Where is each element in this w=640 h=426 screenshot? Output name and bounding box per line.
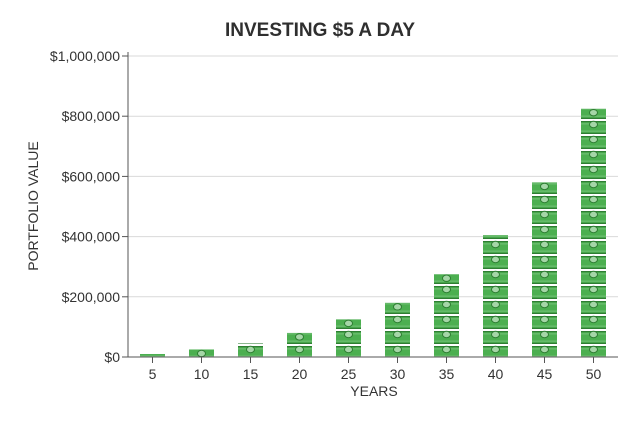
- x-tick-label: 40: [488, 366, 504, 382]
- bill-seal: [393, 303, 402, 311]
- bill-seal: [540, 330, 549, 339]
- x-axis-title: YEARS: [350, 383, 397, 399]
- x-tick-label: 35: [439, 366, 455, 382]
- bill-seal: [295, 345, 304, 354]
- bill-seal: [540, 225, 549, 234]
- bill-seal: [491, 240, 500, 249]
- x-tick-label: 25: [341, 366, 357, 382]
- bill-seal: [589, 165, 598, 174]
- bill-seal: [540, 210, 549, 219]
- bill-seal: [589, 240, 598, 249]
- bill-seal: [540, 300, 549, 309]
- bar: [532, 182, 557, 357]
- axes: $0 $200,000 $400,000 $600,000 $800,000 $1,000…: [50, 48, 618, 382]
- bill-seal: [393, 345, 402, 354]
- bars: [140, 108, 606, 358]
- bill-seal: [589, 210, 598, 219]
- bill-seal: [540, 182, 549, 191]
- bill-seal: [540, 285, 549, 294]
- x-tick-label: 30: [390, 366, 406, 382]
- bill-seal: [589, 285, 598, 294]
- bill-seal: [491, 255, 500, 264]
- bill-seal: [589, 270, 598, 279]
- bar: [483, 235, 508, 357]
- bill-seal: [589, 300, 598, 309]
- bill-seal: [491, 330, 500, 339]
- bill-seal: [442, 274, 451, 282]
- y-tick-label: $0: [104, 349, 120, 365]
- bill-seal: [442, 315, 451, 324]
- bill-seal: [589, 135, 598, 144]
- bar: [385, 302, 410, 357]
- bill-seal: [589, 195, 598, 204]
- bill-seal: [540, 195, 549, 204]
- bill-seal: [491, 270, 500, 279]
- bill-seal: [540, 345, 549, 354]
- bill-seal: [589, 330, 598, 339]
- bar: [336, 319, 361, 357]
- bar: [581, 108, 606, 357]
- bill-seal: [393, 330, 402, 339]
- bill-seal: [540, 315, 549, 324]
- x-tick-label: 45: [537, 366, 553, 382]
- bill-seal: [295, 333, 304, 341]
- bill-seal: [589, 255, 598, 264]
- bar-body: [483, 235, 508, 357]
- bill-seal: [442, 345, 451, 354]
- y-tick-label: $400,000: [62, 229, 121, 245]
- bar: [238, 343, 263, 357]
- bill-seal: [491, 315, 500, 324]
- bill-seal: [491, 285, 500, 294]
- bill-seal: [540, 255, 549, 264]
- y-tick-label: $600,000: [62, 168, 121, 184]
- bill-seal: [589, 108, 598, 117]
- x-tick-label: 20: [292, 366, 308, 382]
- y-tick-label: $1,000,000: [50, 48, 120, 64]
- bill-seal: [540, 240, 549, 249]
- bill-seal: [246, 345, 255, 354]
- bill-seal: [344, 319, 353, 328]
- bill-seal: [442, 330, 451, 339]
- bill-seal: [197, 349, 206, 358]
- bill-seal: [344, 345, 353, 354]
- x-tick-label: 5: [149, 366, 157, 382]
- y-tick-label: $800,000: [62, 108, 121, 124]
- bill-seal: [540, 270, 549, 279]
- bill-seal: [442, 300, 451, 309]
- bar: [140, 353, 165, 357]
- bill-seal: [491, 345, 500, 354]
- bar-body: [140, 353, 165, 357]
- bar: [189, 349, 214, 358]
- y-axis-title: PORTFOLIO VALUE: [25, 141, 41, 270]
- y-tick-label: $200,000: [62, 289, 121, 305]
- bill-seal: [491, 300, 500, 309]
- bill-seal: [589, 315, 598, 324]
- chart-title: INVESTING $5 A DAY: [225, 20, 415, 41]
- bill-seal: [589, 180, 598, 189]
- bar: [287, 332, 312, 357]
- bill-seal: [589, 225, 598, 234]
- bill-seal: [589, 345, 598, 354]
- bill-seal: [393, 315, 402, 324]
- bill-seal: [589, 120, 598, 129]
- bar: [434, 274, 459, 357]
- x-tick-label: 10: [194, 366, 210, 382]
- bill-seal: [589, 150, 598, 159]
- x-tick-label: 50: [586, 366, 602, 382]
- bill-seal: [442, 285, 451, 294]
- bill-seal: [344, 330, 353, 339]
- x-tick-label: 15: [243, 366, 259, 382]
